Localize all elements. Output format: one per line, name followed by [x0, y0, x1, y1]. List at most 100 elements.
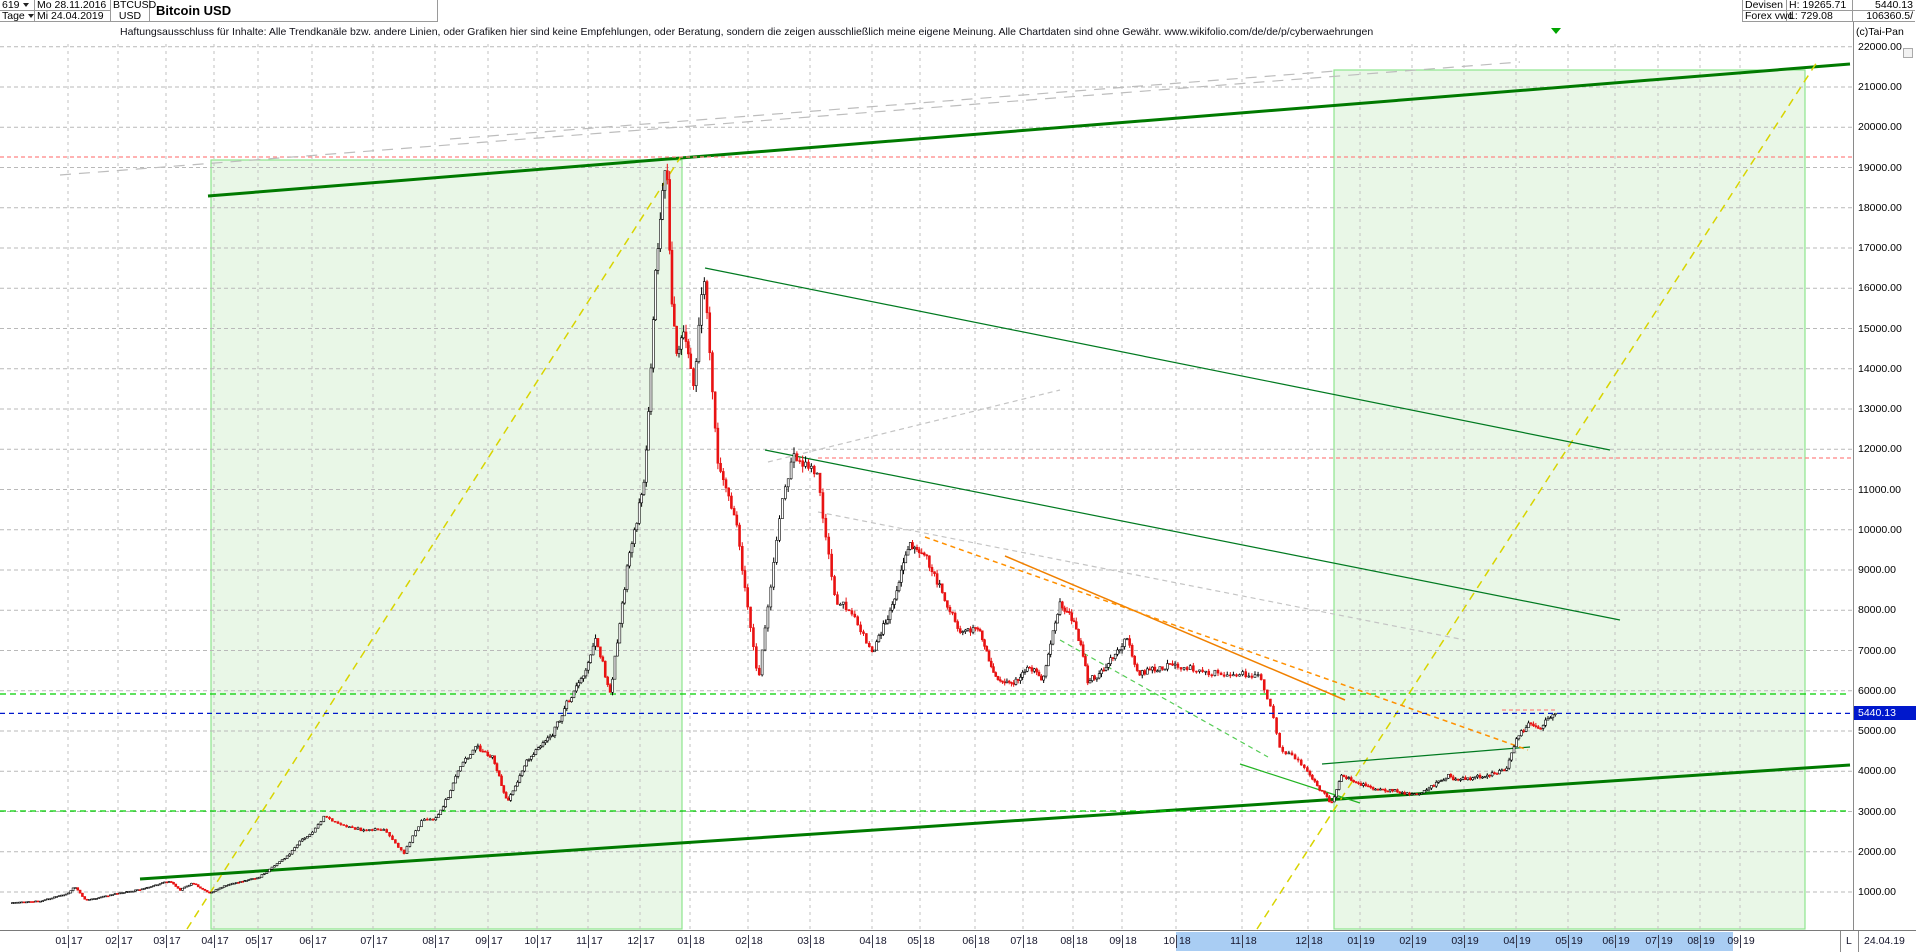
time-tick	[748, 935, 749, 948]
yellow-trend-line-1	[186, 157, 681, 930]
time-axis-year-label: 17	[491, 935, 503, 947]
copyright-label: (c)Tai-Pan	[1856, 26, 1904, 38]
price-axis-label: 14000.00	[1858, 362, 1902, 375]
time-axis-month-label: 07	[1645, 935, 1657, 947]
bars-count-dropdown[interactable]: 619	[0, 0, 35, 11]
price-axis-label: 3000.00	[1858, 805, 1896, 818]
gray-trend-line-2	[449, 70, 1337, 140]
last-price-header-label: 5440.13	[1853, 0, 1915, 11]
time-axis-month-label: 04	[201, 935, 213, 947]
price-axis-label: 4000.00	[1858, 765, 1896, 778]
last-bar-marker-icon	[1551, 28, 1561, 34]
time-axis-year-label: 19	[1703, 935, 1715, 947]
price-axis-label: 2000.00	[1858, 845, 1896, 858]
price-axis-label: 5000.00	[1858, 725, 1896, 737]
time-axis-year-label: 19	[1743, 935, 1755, 947]
time-axis-month-label: 07	[360, 935, 372, 947]
time-tick	[214, 935, 215, 948]
time-axis-year-label: 18	[751, 935, 763, 947]
yellow-trend-line-2	[1256, 61, 1818, 930]
time-axis-year-label: 18	[1125, 935, 1137, 947]
time-axis-month-label: 07	[1010, 935, 1022, 947]
orange-trend-solid	[1004, 555, 1346, 701]
header-bar: 619 Tage Mo 28.11.2016 Mi 24.04.2019 BTC…	[0, 0, 1916, 22]
time-tick	[68, 935, 69, 948]
chevron-down-icon	[22, 3, 29, 8]
time-axis-month-label: 08	[422, 935, 434, 947]
time-tick	[1464, 935, 1465, 948]
time-tick	[373, 935, 374, 948]
time-axis[interactable]: L 24.04.19 01 17 02 17 03 17 04 17 05 17 06 17 07 17 0…	[0, 930, 1916, 952]
axis-end-separator	[1840, 931, 1841, 952]
time-axis-month-label: 03	[1451, 935, 1463, 947]
selected-date-range	[1176, 932, 1733, 951]
date-from-field[interactable]: Mo 28.11.2016	[35, 0, 111, 11]
price-axis-label: 16000.00	[1858, 282, 1902, 295]
axis-end-separator	[1858, 931, 1859, 952]
channel-bottom-line	[139, 763, 1851, 881]
time-axis-month-label: 05	[1555, 935, 1567, 947]
time-axis-year-label: 19	[1467, 935, 1479, 947]
time-axis-month-label: 04	[859, 935, 871, 947]
gray-trend-line-1	[59, 61, 1521, 176]
time-axis-year-label: 17	[438, 935, 450, 947]
high-value-label: H: 19265.71	[1787, 0, 1853, 11]
time-tick	[1700, 935, 1701, 948]
axis-settings-icon[interactable]	[1903, 48, 1913, 58]
time-axis-year-label: 18	[1076, 935, 1088, 947]
price-axis-label: 6000.00	[1858, 684, 1896, 697]
time-axis-year-label: 18	[875, 935, 887, 947]
time-axis-month-label: 12	[1295, 935, 1307, 947]
page-title: Bitcoin USD	[150, 0, 438, 22]
price-axis[interactable]: (c)Tai-Pan 5440.13 1000.00 2000.00 3000.00…	[1853, 22, 1916, 930]
time-axis-month-label: 01	[677, 935, 689, 947]
time-tick	[488, 935, 489, 948]
date-to-field[interactable]: Mi 24.04.2019	[35, 11, 111, 22]
low-pivot-green-line	[1239, 763, 1361, 804]
time-axis-month-label: 05	[907, 935, 919, 947]
time-axis-year-label: 17	[591, 935, 603, 947]
time-axis-month-label: 12	[627, 935, 639, 947]
end-date-label: 24.04.19	[1864, 935, 1905, 947]
time-axis-year-label: 19	[1363, 935, 1375, 947]
time-axis-year-label: 19	[1618, 935, 1630, 947]
time-axis-month-label: 03	[797, 935, 809, 947]
time-tick	[166, 935, 167, 948]
time-tick	[435, 935, 436, 948]
time-axis-month-label: 09	[1109, 935, 1121, 947]
fan-green-dashed	[1059, 639, 1269, 758]
price-axis-label: 21000.00	[1858, 81, 1902, 93]
disclaimer-text: Haftungsausschluss für Inhalte: Alle Tre…	[120, 26, 1374, 38]
chevron-down-icon	[27, 14, 34, 19]
time-axis-month-label: 10	[524, 935, 536, 947]
time-axis-year-label: 17	[71, 935, 83, 947]
time-tick	[872, 935, 873, 948]
time-tick	[920, 935, 921, 948]
period-dropdown[interactable]: Tage	[0, 11, 35, 22]
time-axis-year-label: 18	[1179, 935, 1191, 947]
trend-overlays	[0, 61, 1853, 930]
time-axis-month-label: 09	[1727, 935, 1739, 947]
downtrend-line-lower	[764, 449, 1621, 621]
time-tick	[1516, 935, 1517, 948]
time-axis-month-label: 01	[55, 935, 67, 947]
price-axis-label: 15000.00	[1858, 322, 1902, 335]
time-tick	[312, 935, 313, 948]
time-tick	[1568, 935, 1569, 948]
price-axis-label: 8000.00	[1858, 604, 1896, 617]
time-tick	[1308, 935, 1309, 948]
gray-trend-line-3	[817, 511, 1466, 641]
time-tick	[537, 935, 538, 948]
time-tick	[1658, 935, 1659, 948]
time-axis-year-label: 17	[121, 935, 133, 947]
time-axis-month-label: 11	[576, 935, 587, 947]
price-axis-label: 19000.00	[1858, 161, 1902, 174]
low-value-label: L: 729.08	[1787, 11, 1853, 22]
time-axis-year-label: 17	[540, 935, 552, 947]
time-tick	[588, 935, 589, 948]
price-axis-label: 10000.00	[1858, 523, 1902, 536]
time-tick	[1242, 935, 1243, 948]
time-axis-year-label: 19	[1519, 935, 1531, 947]
